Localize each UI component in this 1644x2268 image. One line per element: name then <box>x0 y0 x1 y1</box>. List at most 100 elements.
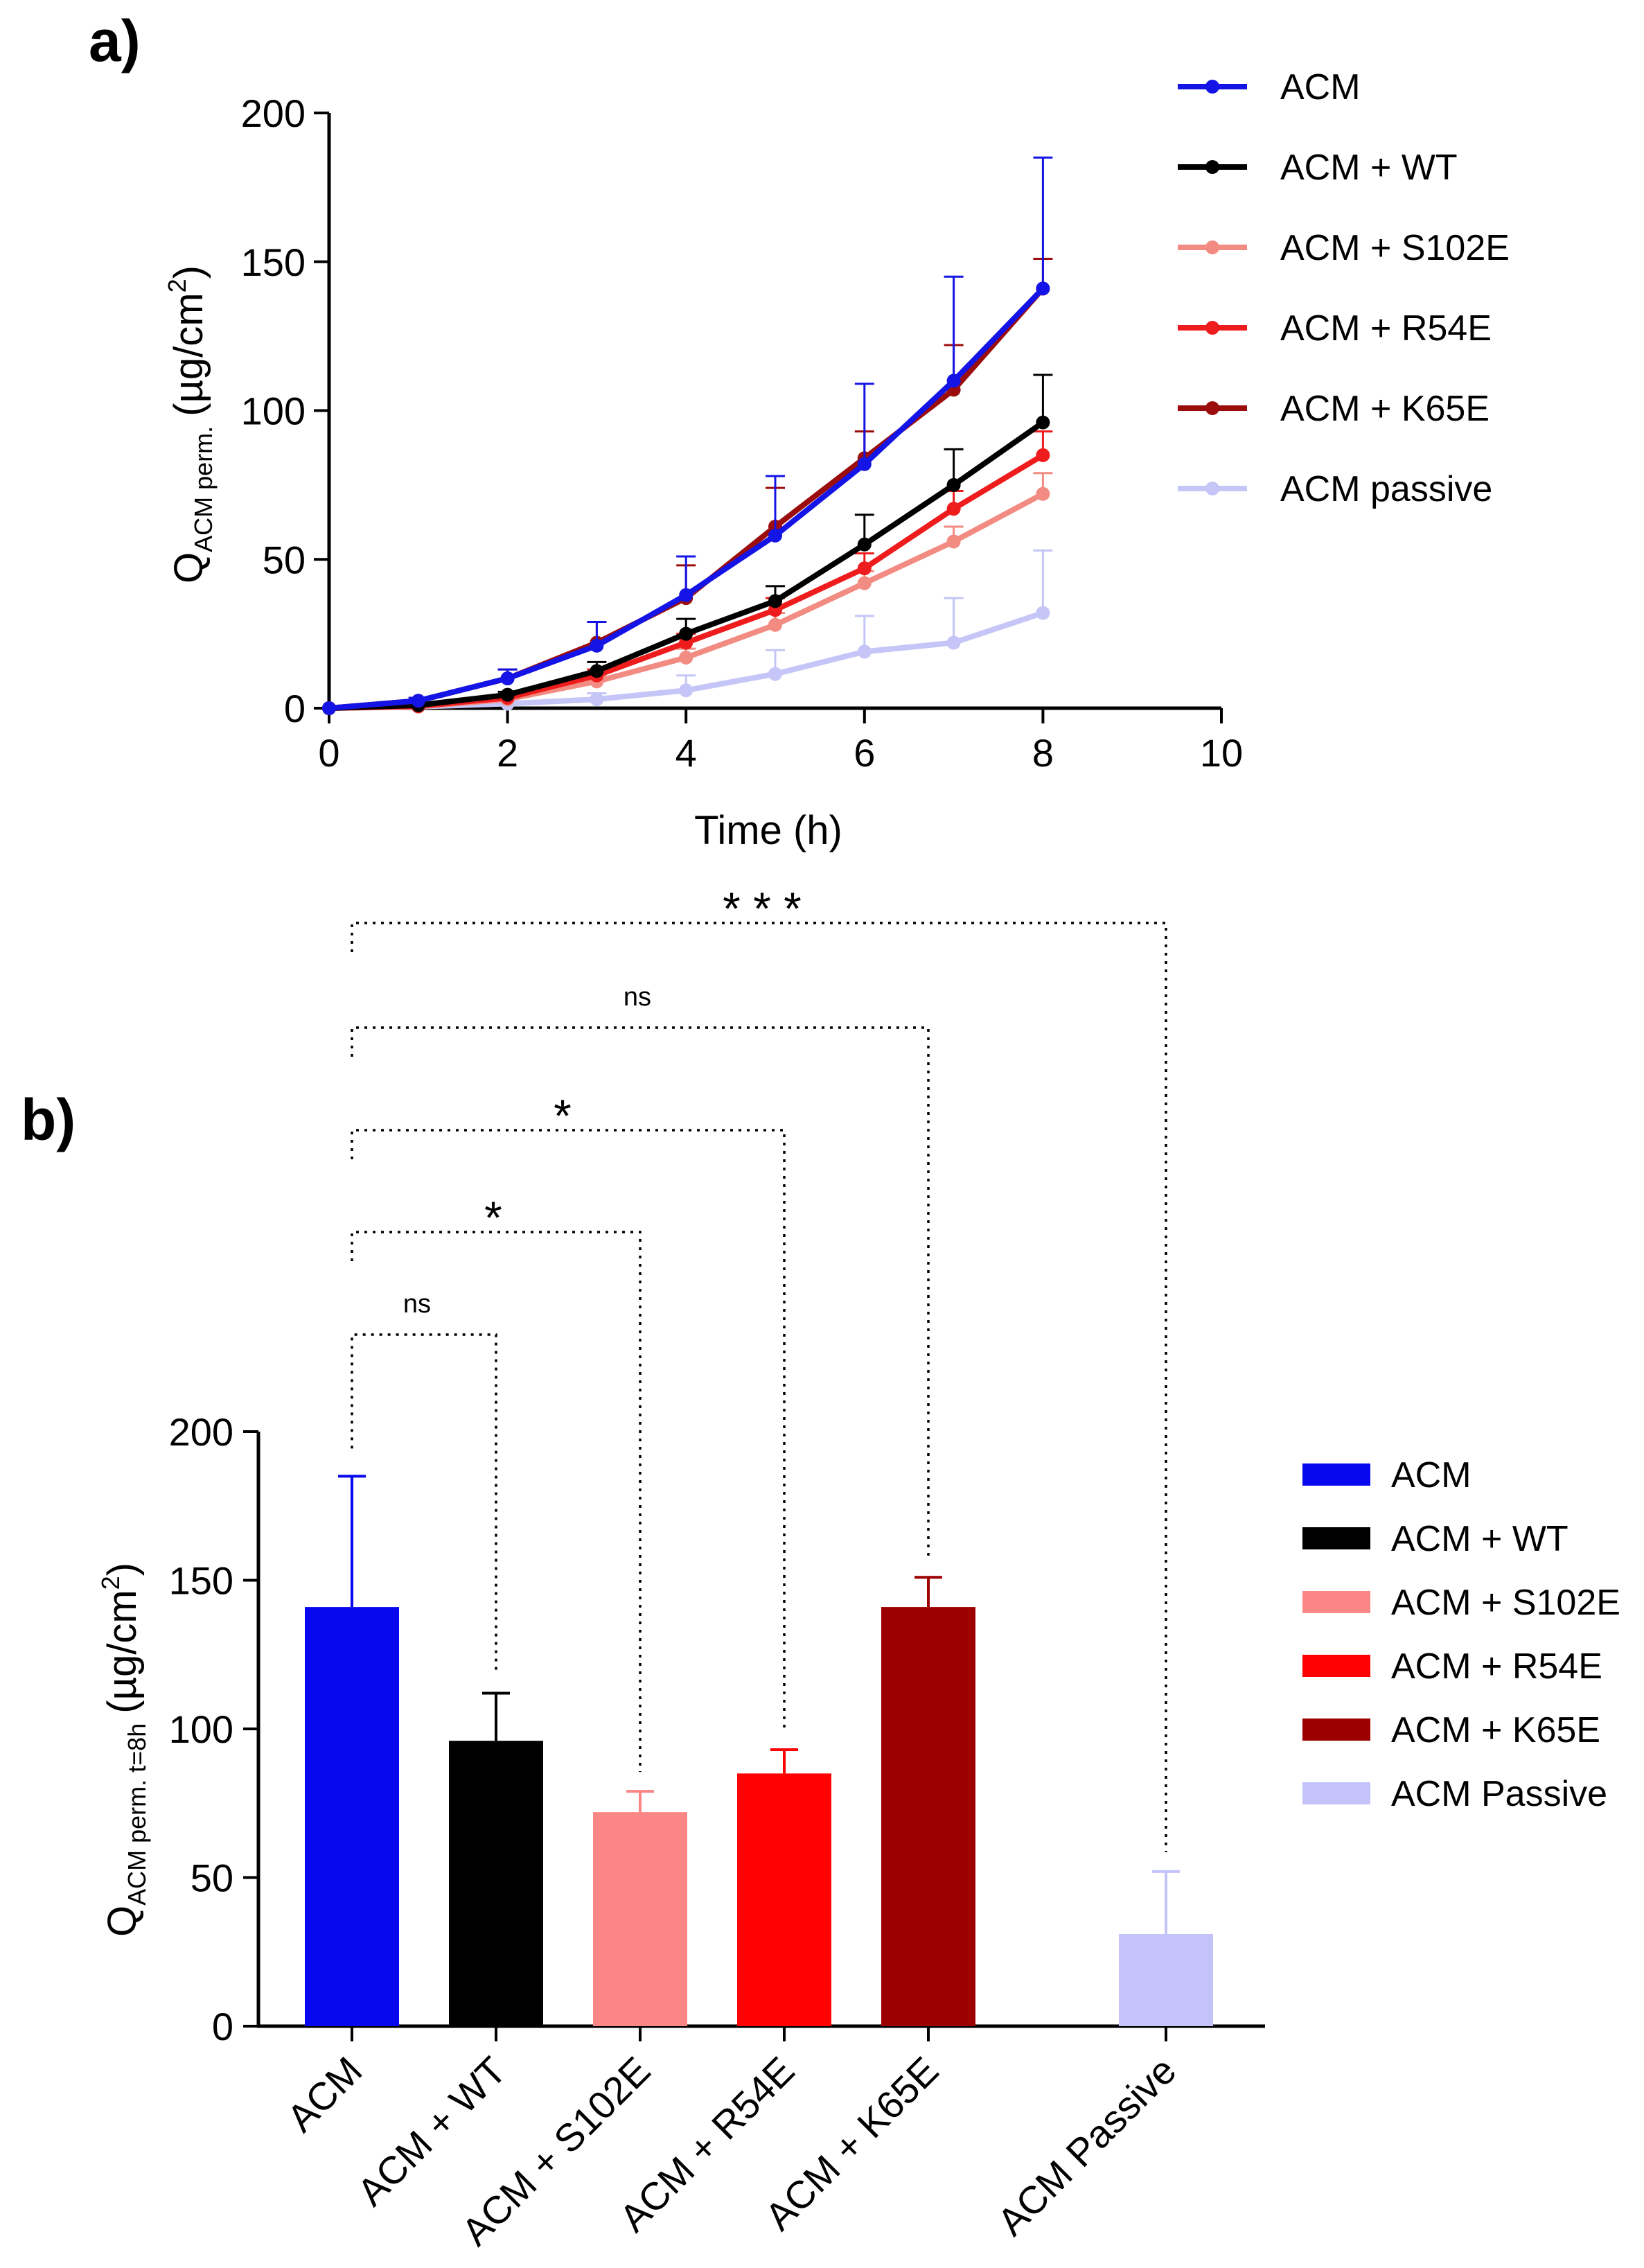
data-point <box>679 626 693 641</box>
y-axis-title-sub: ACM perm. <box>189 426 218 552</box>
data-point <box>857 644 872 659</box>
bracket-line <box>351 1129 786 1731</box>
x-tick-label: ACM <box>279 2048 371 2140</box>
bar <box>881 1607 975 2026</box>
data-point <box>768 528 782 543</box>
legend-swatch <box>1302 1655 1370 1677</box>
legend-item-acm-wt: ACM + WT <box>1178 148 1458 188</box>
x-tick-label: 8 <box>1032 731 1054 775</box>
data-point <box>590 664 604 678</box>
y-tick-label: 0 <box>284 687 306 730</box>
significance-label: * <box>484 1192 502 1243</box>
bracket-line <box>351 922 1167 1852</box>
y-axis-title-sup: 2 <box>163 279 191 292</box>
legend-b: ACM ACM + WT ACM + S102E ACM + R54E ACM + K… <box>1302 1455 1620 1814</box>
legend-item-acm-k65e: ACM + K65E <box>1178 389 1490 429</box>
legend-label: ACM + R54E <box>1391 1646 1602 1687</box>
data-point <box>590 638 604 653</box>
legend-swatch <box>1302 1463 1370 1486</box>
bar <box>305 1607 399 2026</box>
significance-label: * <box>554 1090 572 1141</box>
data-point <box>1036 281 1050 296</box>
legend-swatch-point <box>1205 240 1219 254</box>
data-point <box>768 667 782 681</box>
data-point <box>857 576 872 590</box>
y-axis-title: QACM perm. (µg/cm2) <box>163 265 218 583</box>
data-point <box>679 683 693 698</box>
y-axis-title-main: Q <box>166 552 211 583</box>
data-point <box>1036 606 1050 620</box>
data-point <box>857 537 872 552</box>
legend-label: ACM + S102E <box>1391 1583 1620 1623</box>
legend-swatch-point <box>1205 482 1219 495</box>
legend-swatch-point <box>1205 321 1219 335</box>
legend-swatch-point <box>1205 401 1219 415</box>
legend-label: ACM + WT <box>1280 148 1458 188</box>
data-point <box>768 617 782 632</box>
data-point <box>679 588 693 602</box>
panel-a-label: a) <box>89 8 141 73</box>
legend-label: ACM + K65E <box>1280 389 1490 429</box>
data-point <box>500 671 515 686</box>
x-tick-label: 10 <box>1200 731 1243 775</box>
line-chart: 0 50 100 150 200 0 2 4 6 8 10 Time (h) QACM perm. (µg… <box>163 67 1510 853</box>
legend-swatch <box>1302 1718 1370 1741</box>
x-tick-label: ACM Passive <box>989 2048 1184 2244</box>
data-point <box>946 477 961 492</box>
bar <box>593 1812 687 2026</box>
x-tick-label: 4 <box>675 731 697 775</box>
legend-item-acm-r54e: ACM + R54E <box>1302 1646 1602 1687</box>
y-tick-label: 150 <box>241 240 306 284</box>
x-axis-title: Time (h) <box>694 808 842 853</box>
y-axis-title: QACM perm. t=8h (µg/cm2) <box>96 1563 151 1937</box>
data-point <box>590 692 604 707</box>
legend-item-acm-passive: ACM Passive <box>1302 1774 1607 1814</box>
y-tick-label: 100 <box>169 1707 233 1751</box>
data-point <box>1036 415 1050 430</box>
legend-label: ACM passive <box>1280 469 1492 509</box>
legend-label: ACM + R54E <box>1280 308 1492 349</box>
bar <box>737 1773 831 2026</box>
y-axis-title-close: ) <box>100 1563 145 1576</box>
data-point <box>857 561 872 576</box>
bar-group-acm: ACM <box>279 1475 399 2140</box>
y-axis-title-units: (µg/cm <box>100 1590 145 1713</box>
data-point <box>946 534 961 549</box>
legend-item-acm-s102e: ACM + S102E <box>1178 228 1510 268</box>
legend-label: ACM + S102E <box>1280 228 1510 268</box>
data-point <box>679 650 693 665</box>
legend-label: ACM Passive <box>1391 1774 1607 1814</box>
x-tick-label: 2 <box>497 731 518 775</box>
data-point <box>946 373 961 388</box>
bar-group-acm-passive: ACM Passive <box>989 1870 1213 2244</box>
legend-swatch <box>1302 1591 1370 1613</box>
y-tick-label: 150 <box>169 1559 233 1603</box>
y-axis-title-sup: 2 <box>96 1576 125 1590</box>
y-axis-title-close: ) <box>166 265 211 279</box>
legend-item-acm: ACM <box>1302 1455 1471 1495</box>
legend-label: ACM <box>1391 1455 1471 1495</box>
legend-swatch-point <box>1205 80 1219 94</box>
legend-swatch <box>1302 1527 1370 1549</box>
series-acm <box>322 156 1053 715</box>
significance-bracket: * * * <box>351 883 1167 1852</box>
y-tick-label: 50 <box>191 1856 233 1900</box>
significance-bracket: * <box>351 1192 642 1773</box>
bar <box>1119 1934 1213 2026</box>
legend-swatch <box>1302 1782 1370 1804</box>
data-point <box>411 694 425 708</box>
legend-label: ACM + WT <box>1391 1519 1568 1559</box>
legend-item-acm-passive: ACM passive <box>1178 469 1492 509</box>
legend-item-acm-wt: ACM + WT <box>1302 1519 1568 1559</box>
significance-bracket: * <box>351 1090 786 1731</box>
bar <box>449 1741 543 2026</box>
data-point <box>1036 448 1050 462</box>
significance-label: ns <box>403 1290 431 1319</box>
bracket-line <box>351 1026 930 1558</box>
y-axis-title-main: Q <box>100 1906 145 1937</box>
data-point <box>857 457 872 471</box>
legend-item-acm: ACM <box>1178 67 1361 107</box>
legend-a: ACM ACM + WT ACM + S102E ACM + R54E ACM + K… <box>1178 67 1510 509</box>
